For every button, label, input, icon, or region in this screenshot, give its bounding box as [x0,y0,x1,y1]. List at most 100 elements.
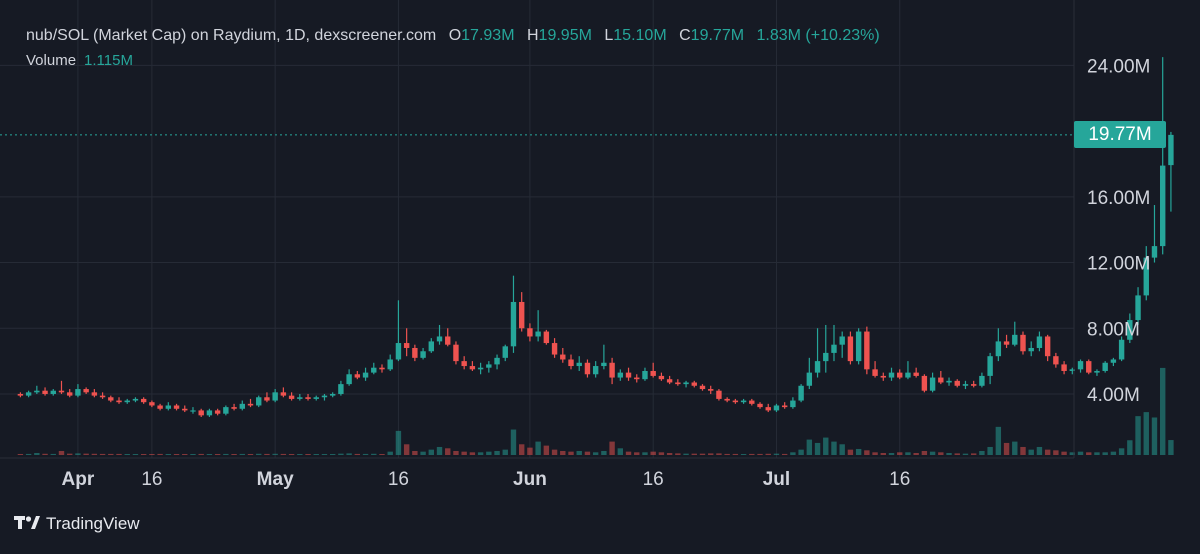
candle-body [979,375,985,386]
volume-bar [979,450,985,455]
volume-bar [83,453,89,455]
candle-body [403,343,410,348]
volume-bar [798,449,804,455]
volume-bar [634,452,640,455]
volume-bar [280,453,287,455]
candle-body [1143,257,1149,296]
volume-bar [1012,441,1018,455]
x-tick-label: 16 [889,469,910,490]
volume-bar [765,453,771,455]
volume-bar [362,453,369,455]
candle-body [486,364,492,368]
volume-bar [379,454,385,455]
volume-bar [371,453,377,455]
candle-body [634,377,640,380]
volume-bar [313,454,319,455]
candle-body [765,407,771,411]
candle-body [527,328,533,337]
candle-body [1127,320,1133,340]
volume-bar [995,426,1002,455]
candle-body [970,384,977,386]
candles [17,57,1174,417]
candle-body [1118,339,1125,360]
candle-body [831,344,837,353]
candle-body [1020,334,1026,352]
candle-body [1168,134,1174,166]
candle-body [658,375,665,380]
candle-body [929,377,936,391]
candle-body [1012,334,1018,345]
volume-bar [453,450,459,455]
candle-body [946,380,952,383]
volume-bar [1135,416,1141,455]
candle-body [1135,295,1141,321]
candle-body [1110,359,1117,363]
candle-body [855,331,862,362]
volume-bar [214,454,221,455]
volume-bar [872,452,878,455]
volume-bar [535,441,541,455]
candle-body [346,374,352,385]
candle-body [198,410,204,416]
volume-bar [395,430,402,455]
candle-body [954,380,960,386]
candle-body [675,382,681,385]
volume-bar [864,450,870,455]
candle-body [995,341,1002,357]
candle-body [453,344,459,362]
volume-bar [839,444,845,455]
candle-body [609,362,615,378]
candle-body [67,392,73,396]
volume-bar [157,453,163,455]
candle-body [445,336,451,345]
brand-label: TradingView [46,514,140,533]
volume-bar [1020,446,1026,455]
volume-bar [346,453,352,455]
candle-body [428,341,434,352]
volume-bar [568,451,574,455]
candle-body [708,389,714,391]
volume-bars [17,367,1174,455]
volume-bar [897,452,903,455]
candle-body [847,336,854,362]
volume-bar [987,446,993,455]
candle-body [617,372,624,378]
volume-label: Volume [26,52,77,69]
candle-body [288,395,295,399]
tradingview-logo[interactable]: TradingView [14,514,140,534]
candle-body [34,390,40,393]
candle-body [83,389,89,393]
candle-body [379,367,385,370]
candle-body [239,403,245,409]
volume-bar [132,454,139,455]
candle-body [231,407,237,409]
volume-bar [34,452,40,455]
candle-body [724,398,730,401]
volume-bar [494,450,500,455]
candle-body [666,379,673,383]
candle-body [338,384,344,394]
candle-body [1102,362,1108,371]
volume-bar [724,453,730,455]
candle-body [190,410,196,412]
volume-bar [658,452,665,455]
close-value: 19.77M [690,27,745,44]
volume-bar [823,437,829,455]
high-key: H [526,27,539,44]
volume-bar [584,451,591,455]
candle-body [773,405,780,411]
candle-body [124,400,130,403]
volume-bar [1094,452,1100,455]
candle-body [502,346,508,358]
volume-bar [387,451,393,455]
candle-body [683,382,689,385]
candle-body [510,301,517,347]
volume-bar [1151,417,1158,455]
volume-bar [913,452,919,455]
volume-bar [428,449,434,455]
volume-bar [740,454,747,455]
volume-bar [149,454,155,455]
x-tick-label: Jun [513,469,547,490]
